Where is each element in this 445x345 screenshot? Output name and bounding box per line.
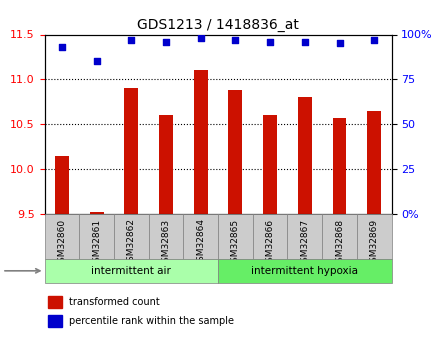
Text: GSM32864: GSM32864 <box>196 218 205 267</box>
FancyBboxPatch shape <box>44 259 218 283</box>
Bar <box>124 88 138 214</box>
Bar <box>48 296 62 308</box>
FancyBboxPatch shape <box>357 214 392 259</box>
Text: GSM32862: GSM32862 <box>127 218 136 267</box>
Bar <box>89 212 104 214</box>
Point <box>162 39 170 45</box>
Point <box>197 35 204 41</box>
Text: GSM32860: GSM32860 <box>57 218 66 267</box>
Bar <box>55 156 69 214</box>
Text: stress: stress <box>0 266 40 276</box>
Point <box>336 41 343 46</box>
Text: GSM32861: GSM32861 <box>92 218 101 267</box>
FancyBboxPatch shape <box>322 214 357 259</box>
FancyBboxPatch shape <box>183 214 218 259</box>
Point <box>128 37 135 43</box>
Text: intermittent air: intermittent air <box>91 266 171 276</box>
Bar <box>263 115 277 214</box>
FancyBboxPatch shape <box>149 214 183 259</box>
Text: percentile rank within the sample: percentile rank within the sample <box>69 316 234 326</box>
FancyBboxPatch shape <box>79 214 114 259</box>
Bar <box>48 315 62 327</box>
Text: transformed count: transformed count <box>69 297 160 307</box>
Text: GSM32866: GSM32866 <box>266 218 275 267</box>
Bar <box>228 90 243 214</box>
Text: intermittent hypoxia: intermittent hypoxia <box>251 266 358 276</box>
Text: GSM32867: GSM32867 <box>300 218 309 267</box>
Point <box>58 44 65 50</box>
Bar <box>332 118 347 214</box>
FancyBboxPatch shape <box>44 214 79 259</box>
Point <box>267 39 274 45</box>
Point <box>232 37 239 43</box>
Bar <box>298 97 312 214</box>
Text: GSM32869: GSM32869 <box>370 218 379 267</box>
FancyBboxPatch shape <box>253 214 287 259</box>
Bar <box>194 70 208 214</box>
FancyBboxPatch shape <box>287 214 322 259</box>
Bar <box>367 111 381 214</box>
Text: GSM32863: GSM32863 <box>162 218 170 267</box>
FancyBboxPatch shape <box>218 259 392 283</box>
Text: GSM32865: GSM32865 <box>231 218 240 267</box>
Bar <box>159 115 173 214</box>
Title: GDS1213 / 1418836_at: GDS1213 / 1418836_at <box>137 18 299 32</box>
Point <box>93 59 100 64</box>
Point <box>301 39 308 45</box>
Text: GSM32868: GSM32868 <box>335 218 344 267</box>
FancyBboxPatch shape <box>218 214 253 259</box>
FancyBboxPatch shape <box>114 214 149 259</box>
Point <box>371 37 378 43</box>
